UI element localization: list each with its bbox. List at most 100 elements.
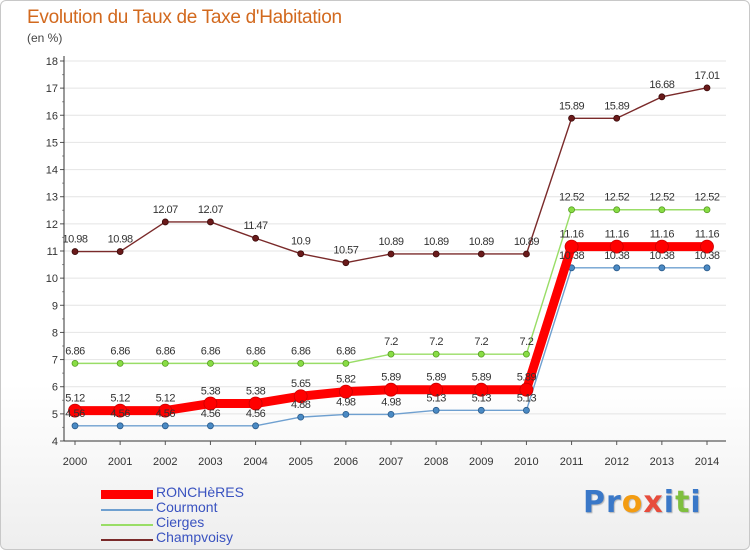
logo-letter: i [663,485,676,520]
data-label: 12.52 [604,192,629,204]
x-tick-label: 2009 [469,456,493,468]
data-label: 4.56 [156,408,176,420]
data-point [564,239,579,254]
data-point [654,239,669,254]
legend-swatch [101,539,153,541]
data-point [474,382,489,397]
proxiti-logo: Proxiti [583,485,702,520]
data-label: 12.52 [559,192,584,204]
data-label: 11.47 [243,220,268,232]
data-point [116,422,124,430]
data-label: 5.89 [381,372,401,384]
data-point [207,218,214,226]
data-point [703,206,711,214]
data-point [387,250,395,258]
data-label: 5.12 [110,393,130,405]
data-point [384,382,398,397]
y-tick-label: 18 [46,56,58,68]
data-label: 12.52 [649,192,674,204]
y-tick-label: 15 [46,137,58,149]
y-tick-label: 10 [46,273,58,285]
y-tick-label: 8 [52,327,58,339]
y-tick-label: 13 [46,192,58,204]
data-label: 5.13 [426,392,446,404]
data-point [297,413,305,421]
x-tick-label: 2010 [514,456,538,468]
data-point [700,239,714,254]
data-label: 5.13 [472,392,492,404]
x-tick-label: 2013 [650,456,674,468]
data-label: 10.38 [649,250,674,262]
data-label: 10.98 [108,234,133,246]
data-point [252,422,259,430]
data-point [116,359,124,367]
data-point [342,410,350,418]
logo-letter: o [621,485,644,520]
data-label: 6.86 [65,345,85,357]
data-point [161,218,169,226]
data-point [338,384,353,399]
y-tick-label: 4 [52,436,58,448]
legend-swatch [101,509,153,511]
y-tick-label: 7 [52,355,58,367]
data-label: 12.07 [153,204,178,216]
data-label: 7.2 [429,336,443,348]
logo-letter: x [643,485,664,520]
data-point [568,206,575,214]
data-label: 6.86 [336,345,356,357]
legend-label: RONCHèRES [156,484,244,500]
data-label: 10.38 [694,250,719,262]
data-label: 5.12 [65,393,85,405]
data-label: 4.56 [246,408,266,420]
data-label: 11.16 [650,229,675,241]
data-label: 7.2 [384,336,398,348]
data-point [613,114,621,122]
data-point [613,264,621,272]
data-label: 17.01 [694,70,719,82]
data-point [71,248,79,255]
data-label: 10.38 [604,250,629,262]
x-tick-label: 2008 [424,456,448,468]
x-tick-label: 2014 [695,456,719,468]
data-point [703,84,711,92]
y-tick-label: 5 [52,409,58,421]
data-label: 5.89 [426,372,446,384]
data-point [342,259,350,267]
data-point [523,250,530,258]
x-tick-label: 2002 [153,456,177,468]
data-point [207,359,214,367]
data-point [432,406,440,414]
data-label: 5.82 [336,374,356,386]
data-point [523,406,530,414]
data-point [477,350,485,358]
data-label: 4.98 [381,396,401,408]
data-point [658,93,666,101]
data-label: 6.86 [201,345,221,357]
data-point [297,250,305,258]
x-tick-label: 2012 [604,456,628,468]
data-point [477,250,485,258]
data-label: 10.89 [469,236,494,248]
y-tick-label: 14 [46,165,58,177]
data-point [297,359,305,367]
data-label: 12.07 [198,204,223,216]
legend-swatch [101,524,153,526]
chart-title: Evolution du Taux de Taxe d'Habitation [27,7,342,28]
data-point [161,359,169,367]
data-label: 10.57 [333,245,358,257]
data-label: 6.86 [291,345,311,357]
y-tick-label: 9 [52,300,58,312]
data-point [113,403,128,418]
data-label: 12.52 [694,192,719,204]
data-label: 6.86 [110,345,130,357]
data-label: 11.16 [605,229,630,241]
data-label: 4.56 [201,408,221,420]
data-label: 15.89 [604,100,629,112]
data-point [477,406,485,414]
data-label: 7.2 [520,336,534,348]
x-tick-label: 2005 [288,456,312,468]
data-point [68,403,82,418]
data-point [71,359,79,367]
legend-label: Champvoisy [156,529,234,545]
unit-label: (en %) [27,31,63,45]
